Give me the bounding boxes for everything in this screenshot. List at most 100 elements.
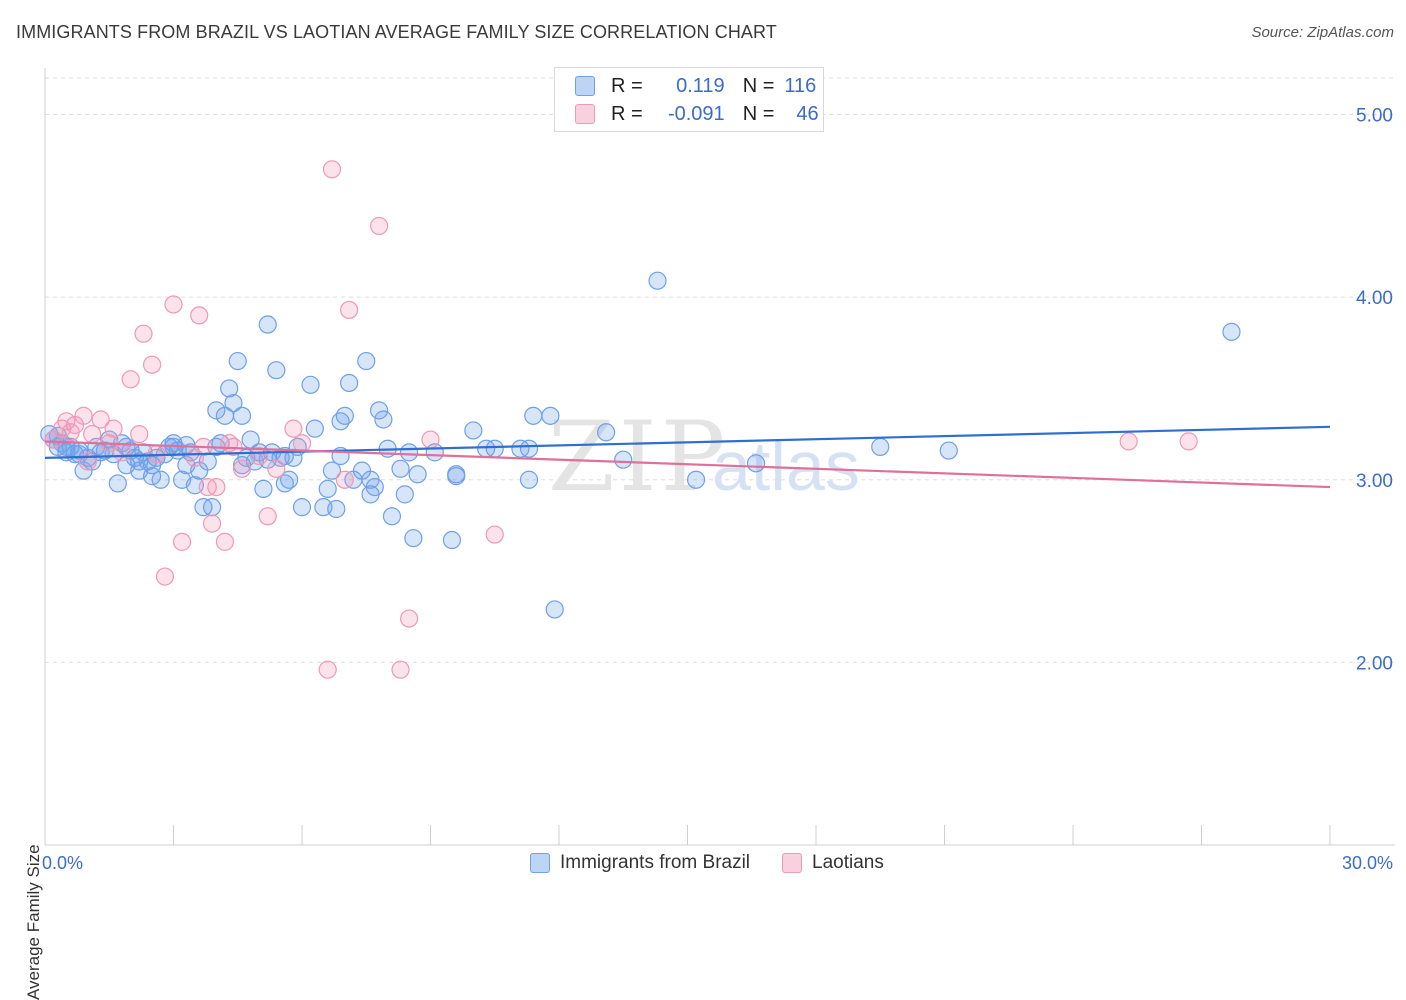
- watermark-zip: ZIP: [548, 401, 729, 513]
- brazil-point: [391, 459, 410, 478]
- laotians-point: [142, 355, 162, 374]
- laotians-point: [322, 160, 342, 179]
- y-tick-label: 2.00: [1356, 653, 1393, 674]
- laotians-point: [78, 452, 97, 471]
- legend-swatch-laotians: [575, 104, 595, 124]
- brazil-point: [335, 406, 354, 425]
- source-label: Source: ZipAtlas.com: [1251, 24, 1394, 41]
- laotians-point: [335, 470, 354, 489]
- legend-r-label: R =: [611, 102, 643, 125]
- laotians-point: [134, 324, 153, 343]
- brazil-point: [382, 507, 402, 526]
- brazil-point: [404, 529, 423, 548]
- brazil-point: [228, 351, 247, 371]
- brazil-point: [305, 419, 324, 438]
- brazil-point: [395, 485, 414, 504]
- brazil-point: [545, 600, 564, 619]
- brazil-point: [232, 406, 252, 425]
- laotians-point: [164, 295, 183, 314]
- laotians-point: [91, 410, 110, 429]
- legend-swatch-brazil: [575, 76, 595, 96]
- legend-row-laotians: R = -0.091 N = 46: [575, 102, 819, 126]
- brazil-point: [524, 406, 543, 425]
- gridlines: [45, 77, 1395, 663]
- brazil-point: [614, 450, 633, 469]
- brazil-point: [519, 470, 539, 489]
- laotians-point: [318, 660, 337, 679]
- watermark: ZIP atlas: [548, 401, 860, 513]
- brazil-point: [357, 351, 376, 371]
- brazil-point: [292, 498, 312, 517]
- brazil-point: [327, 499, 346, 519]
- brazil-point: [202, 498, 222, 517]
- brazil-point: [939, 441, 958, 460]
- laotians-point: [399, 609, 419, 628]
- brazil-point: [442, 530, 462, 550]
- brazil-point: [464, 421, 483, 440]
- axes: [44, 68, 1395, 846]
- brazil-point: [399, 443, 419, 462]
- brazil-point: [408, 465, 427, 484]
- chart-title: IMMIGRANTS FROM BRAZIL VS LAOTIAN AVERAG…: [16, 22, 777, 42]
- laotians-point: [190, 306, 209, 325]
- brazil-point: [1222, 322, 1241, 341]
- brazil-point: [318, 479, 337, 498]
- laotians-point: [215, 532, 234, 551]
- series-swatch-laotians: [782, 853, 803, 873]
- brazil-point: [597, 423, 616, 442]
- brazil-point: [370, 401, 389, 420]
- laotians-trend-line: [44, 440, 1331, 489]
- brazil-point: [340, 373, 359, 393]
- legend-r-value: -0.091: [667, 102, 725, 125]
- laotians-point: [104, 419, 123, 438]
- laotians-point: [155, 567, 175, 586]
- y-tick-label: 4.00: [1356, 288, 1393, 309]
- brazil-point: [322, 461, 342, 480]
- scatter-chart: ZIP atlas 2.00 3.00 4.00 5.00 0.0% 30.0%: [40, 68, 1395, 873]
- laotians-point: [207, 477, 226, 497]
- legend-n-value: 46: [796, 102, 819, 125]
- laotians-point: [1119, 432, 1138, 451]
- brazil-point: [374, 410, 393, 429]
- series-label-brazil: Immigrants from Brazil: [560, 852, 751, 873]
- brazil-point: [224, 393, 243, 413]
- legend-row-brazil: R = 0.119 N = 116: [575, 74, 816, 98]
- series-legend: Immigrants from Brazil Laotians: [530, 852, 916, 874]
- brazil-point: [746, 454, 766, 473]
- legend-n-label: N =: [742, 74, 775, 97]
- tick-labels: 2.00 3.00 4.00 5.00 0.0% 30.0%: [42, 106, 1393, 873]
- laotians-point: [232, 459, 252, 478]
- laotians-point: [292, 434, 312, 453]
- brazil-point: [686, 470, 706, 489]
- brazil-point: [254, 479, 273, 498]
- x-tick-label: 30.0%: [1342, 853, 1393, 873]
- y-tick-label: 3.00: [1356, 471, 1393, 492]
- laotians-point: [485, 525, 504, 544]
- laotians-point: [1179, 432, 1198, 451]
- laotians-point: [340, 300, 359, 320]
- laotians-point: [421, 430, 440, 449]
- laotians-point: [258, 507, 277, 526]
- laotians-point: [130, 425, 149, 444]
- laotians-point: [267, 459, 286, 478]
- series-swatch-brazil: [530, 853, 550, 873]
- legend-n-value: 116: [784, 74, 817, 97]
- brazil-point: [541, 406, 560, 425]
- laotians-point: [370, 216, 389, 236]
- legend-r-label: R =: [611, 74, 643, 97]
- brazil-point: [871, 437, 890, 456]
- brazil-point: [485, 439, 504, 458]
- series-legend-item-laotians: Laotians: [782, 852, 884, 874]
- laotians-point: [284, 419, 303, 438]
- brazil-point: [648, 271, 667, 290]
- series-label-laotians: Laotians: [812, 852, 884, 873]
- series-legend-item-brazil: Immigrants from Brazil: [530, 852, 750, 874]
- trend-lines: [44, 425, 1331, 489]
- laotians-point: [121, 370, 140, 389]
- brazil-point: [361, 470, 380, 489]
- laotians-point: [172, 532, 192, 551]
- brazil-point: [280, 470, 299, 489]
- brazil-point: [220, 379, 239, 398]
- legend-n-label: N =: [742, 102, 775, 125]
- laotians-point: [74, 406, 93, 425]
